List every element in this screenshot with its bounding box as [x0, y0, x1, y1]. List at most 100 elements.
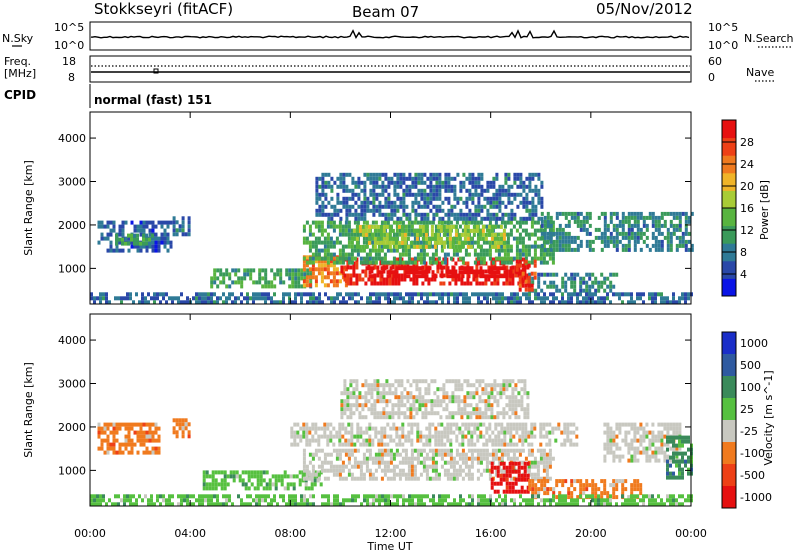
heatmap-cell	[530, 460, 534, 465]
heatmap-cell	[527, 263, 531, 268]
heatmap-cell	[100, 430, 104, 435]
heatmap-cell	[449, 422, 453, 427]
heatmap-cell	[389, 448, 393, 453]
heatmap-cell	[678, 211, 682, 216]
heatmap-cell	[409, 277, 413, 282]
heatmap-cell	[484, 407, 488, 412]
heatmap-cell	[427, 387, 431, 392]
heatmap-cell	[672, 215, 676, 220]
heatmap-cell	[558, 479, 562, 484]
heatmap-cell	[639, 426, 643, 431]
heatmap-cell	[555, 247, 559, 252]
heatmap-cell	[315, 192, 319, 197]
heatmap-cell	[317, 472, 321, 477]
heatmap-cell	[373, 244, 377, 249]
heatmap-cell	[404, 472, 408, 477]
heatmap-cell	[511, 407, 515, 412]
heatmap-cell	[525, 176, 529, 181]
heatmap-cell	[435, 204, 439, 209]
heatmap-cell	[681, 475, 684, 480]
heatmap-cell	[645, 422, 649, 427]
heatmap-cell	[323, 468, 327, 473]
heatmap-cell	[296, 422, 300, 427]
heatmap-cell	[271, 474, 275, 479]
heatmap-cell	[522, 184, 526, 189]
heatmap-cell	[326, 236, 330, 241]
heatmap-cell	[606, 450, 610, 455]
heatmap-cell	[537, 280, 541, 285]
heatmap-cell	[154, 232, 158, 237]
heatmap-cell	[567, 235, 571, 240]
heatmap-cell	[373, 236, 377, 241]
heatmap-cell	[467, 270, 471, 275]
heatmap-cell	[609, 215, 613, 220]
heatmap-cell	[329, 430, 333, 435]
heatmap-cell	[639, 211, 643, 216]
heatmap-cell	[181, 216, 185, 221]
heatmap-cell	[510, 300, 513, 305]
heatmap-cell	[232, 474, 236, 479]
heatmap-cell	[500, 244, 504, 249]
heatmap-cell	[306, 268, 310, 273]
heatmap-cell	[319, 482, 323, 487]
heatmap-cell	[525, 184, 529, 189]
heatmap-cell	[350, 426, 354, 431]
heatmap-cell	[130, 244, 134, 249]
heatmap-cell	[543, 223, 547, 228]
heatmap-cell	[524, 220, 528, 225]
heatmap-cell	[627, 495, 631, 500]
heatmap-cell	[332, 283, 336, 288]
heatmap-cell	[362, 460, 366, 465]
heatmap-cell	[427, 391, 431, 396]
heatmap-cell	[542, 426, 546, 431]
heatmap-cell	[430, 407, 434, 412]
heatmap-cell	[481, 391, 485, 396]
heatmap-cell	[320, 271, 324, 276]
heatmap-cell	[350, 452, 354, 457]
heatmap-cell	[476, 244, 480, 249]
heatmap-cell	[413, 232, 417, 237]
heatmap-cell	[564, 243, 568, 248]
heatmap-cell	[458, 236, 462, 241]
heatmap-cell	[612, 438, 616, 443]
heatmap-cell	[351, 292, 354, 297]
heatmap-cell	[421, 403, 425, 408]
heatmap-cell	[462, 300, 465, 305]
heatmap-cell	[369, 208, 373, 213]
heatmap-cell	[505, 269, 509, 274]
heatmap-cell	[142, 220, 146, 225]
heatmap-cell	[351, 176, 355, 181]
heatmap-cell	[403, 411, 407, 416]
heatmap-cell	[237, 268, 241, 273]
heatmap-cell	[527, 248, 531, 253]
heatmap-cell	[475, 407, 479, 412]
heatmap-cell	[329, 468, 333, 473]
heatmap-cell	[648, 296, 651, 301]
heatmap-cell	[490, 391, 494, 396]
heatmap-cell	[452, 460, 456, 465]
heatmap-cell	[491, 448, 495, 453]
heatmap-cell	[145, 233, 148, 238]
heatmap-cell	[517, 461, 521, 466]
heatmap-cell	[382, 228, 386, 233]
heatmap-cell	[449, 430, 453, 435]
heatmap-cell	[633, 483, 637, 488]
heatmap-cell	[600, 231, 604, 236]
heatmap-cell	[657, 434, 661, 439]
heatmap-cell	[416, 252, 420, 257]
heatmap-cell	[447, 172, 451, 177]
heatmap-cell	[210, 300, 213, 305]
heatmap-cell	[195, 296, 198, 301]
heatmap-cell	[324, 212, 328, 217]
heatmap-cell	[147, 300, 150, 305]
heatmap-cell	[606, 235, 610, 240]
heatmap-cell	[247, 470, 251, 475]
heatmap-cell	[332, 224, 336, 229]
heatmap-cell	[419, 472, 423, 477]
heatmap-cell	[513, 172, 517, 177]
heatmap-cell	[246, 272, 250, 277]
heatmap-cell	[382, 399, 386, 404]
heatmap-cell	[669, 211, 673, 216]
heatmap-cell	[533, 259, 537, 264]
heatmap-cell	[356, 430, 360, 435]
